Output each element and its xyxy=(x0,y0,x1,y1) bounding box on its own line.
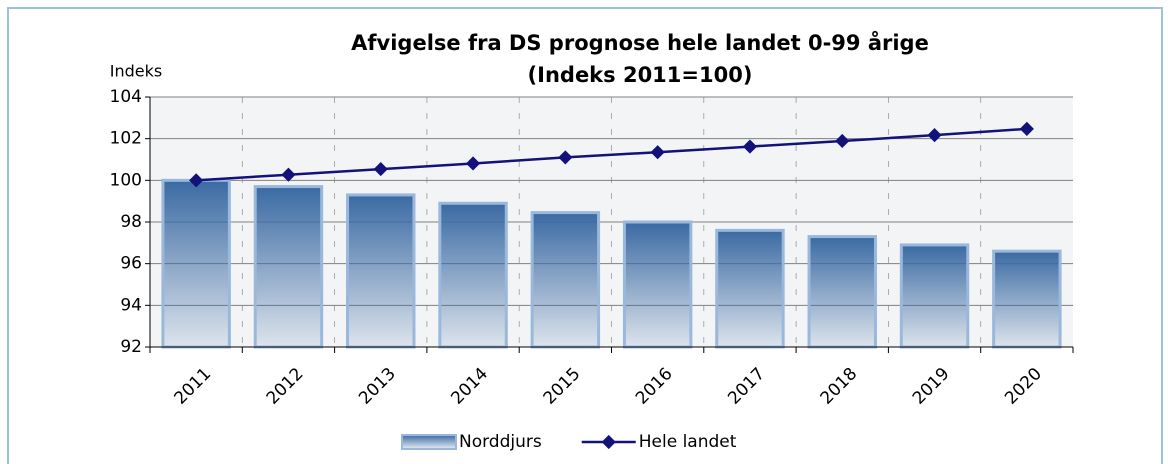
marker xyxy=(1019,121,1034,136)
chart-title: Afvigelse fra DS prognose hele landet 0-… xyxy=(351,30,929,55)
marker xyxy=(742,139,758,154)
y-axis-label: Indeks xyxy=(110,62,162,81)
bar xyxy=(161,178,231,349)
bar xyxy=(715,228,785,349)
bar xyxy=(992,249,1062,349)
marker xyxy=(650,145,665,160)
y-tick-label: 92 xyxy=(120,337,142,357)
y-tick-label: 104 xyxy=(110,87,142,107)
bar xyxy=(899,243,970,349)
legend-marker xyxy=(601,434,616,450)
marker xyxy=(189,173,204,188)
bar xyxy=(346,193,416,349)
bar xyxy=(622,220,693,349)
marker xyxy=(558,150,573,165)
y-tick-label: 100 xyxy=(110,170,142,190)
marker xyxy=(373,162,388,177)
y-tick-label: 98 xyxy=(120,212,142,232)
line xyxy=(196,127,1027,182)
y-tick-label: 102 xyxy=(110,129,142,149)
bar xyxy=(530,211,601,349)
y-tick-label: 96 xyxy=(120,254,142,274)
bar xyxy=(253,185,324,349)
legend-swatch xyxy=(401,434,457,450)
legend-label: Hele landet xyxy=(639,432,737,452)
marker xyxy=(835,133,850,149)
bar xyxy=(438,201,508,349)
bar xyxy=(807,235,877,349)
y-tick-label: 94 xyxy=(120,295,142,315)
legend-label: Norddjurs xyxy=(459,432,542,452)
marker xyxy=(281,167,296,182)
marker xyxy=(927,128,942,143)
marker xyxy=(465,156,481,171)
chart-subtitle: (Indeks 2011=100) xyxy=(528,63,753,87)
